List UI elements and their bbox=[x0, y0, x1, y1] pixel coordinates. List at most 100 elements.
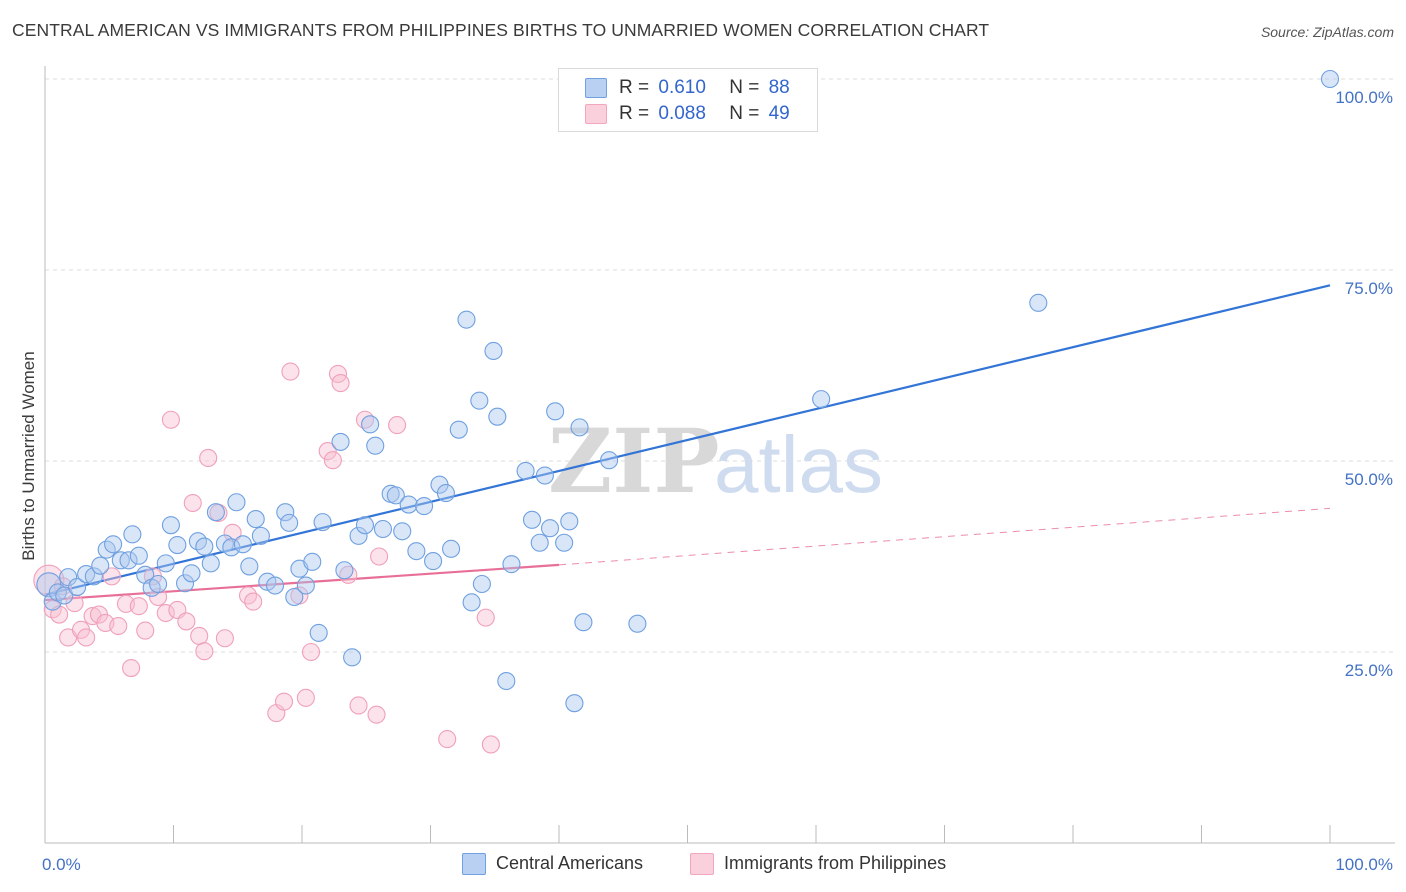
central-american-point bbox=[276, 503, 295, 522]
central-american-point bbox=[313, 513, 332, 532]
central-american-point bbox=[373, 519, 393, 539]
central-american-point bbox=[565, 694, 584, 713]
central-american-point bbox=[68, 578, 87, 597]
central-american-point bbox=[129, 546, 148, 565]
n-value-1: 88 bbox=[768, 77, 790, 98]
x-tick-label: 0.0% bbox=[42, 855, 81, 874]
central-american-point bbox=[812, 390, 831, 409]
n-label-1: N = bbox=[729, 77, 760, 98]
central-american-point bbox=[43, 592, 62, 611]
philippines-point bbox=[122, 658, 141, 678]
central-american-point bbox=[574, 613, 593, 632]
philippines-point bbox=[77, 628, 96, 647]
central-american-point bbox=[161, 516, 180, 535]
philippines-point bbox=[109, 616, 128, 636]
legend-label-central-americans: Central Americans bbox=[496, 853, 644, 873]
philippines-point bbox=[136, 621, 155, 640]
central-american-point bbox=[570, 418, 589, 437]
central-american-point bbox=[251, 526, 270, 545]
central-american-point bbox=[502, 555, 521, 574]
legend-label-philippines: Immigrants from Philippines bbox=[724, 853, 947, 873]
central-american-point bbox=[176, 574, 195, 593]
philippines-point bbox=[331, 374, 350, 393]
central-american-point bbox=[149, 574, 168, 594]
philippines-point bbox=[65, 594, 84, 613]
philippines-point bbox=[183, 493, 202, 513]
philippines-point bbox=[296, 688, 315, 707]
n-label-2: N = bbox=[729, 103, 760, 124]
philippines-point bbox=[177, 612, 196, 631]
philippines-point bbox=[190, 626, 209, 646]
central-american-point bbox=[393, 522, 412, 541]
watermark-atlas: atlas bbox=[714, 420, 883, 509]
watermark-zip: ZIP bbox=[548, 409, 720, 513]
philippines-point bbox=[33, 564, 65, 596]
chart-title: CENTRAL AMERICAN VS IMMIGRANTS FROM PHIL… bbox=[12, 20, 990, 40]
central-american-point bbox=[484, 341, 503, 361]
central-american-point bbox=[535, 466, 554, 485]
central-american-point bbox=[285, 587, 304, 607]
central-american-point bbox=[119, 551, 138, 570]
central-american-point bbox=[309, 623, 328, 642]
central-american-point bbox=[457, 310, 476, 329]
r-label-1: R = bbox=[619, 77, 650, 98]
central-american-point bbox=[366, 436, 385, 455]
trend-line-philippines-extension bbox=[558, 507, 1331, 566]
philippines-point bbox=[438, 730, 457, 749]
central-american-point bbox=[560, 512, 579, 531]
central-american-point bbox=[472, 574, 491, 594]
y-tick-label: 100.0% bbox=[1335, 88, 1393, 107]
central-american-point bbox=[424, 552, 443, 571]
source-label: Source: ZipAtlas.com bbox=[1260, 24, 1394, 40]
central-american-point bbox=[1029, 293, 1048, 312]
philippines-point bbox=[244, 592, 263, 611]
philippines-point bbox=[323, 451, 342, 470]
trend-line-philippines bbox=[44, 563, 560, 602]
watermark: ZIP atlas bbox=[548, 409, 883, 513]
central-american-point bbox=[436, 484, 455, 503]
philippines-point bbox=[161, 410, 180, 429]
r-label-2: R = bbox=[619, 103, 650, 124]
legend-swatch-blue bbox=[585, 78, 607, 98]
y-tick-label: 25.0% bbox=[1345, 661, 1393, 680]
philippines-point bbox=[195, 642, 214, 661]
central-american-point bbox=[156, 554, 175, 573]
r-value-1: 0.610 bbox=[658, 77, 706, 98]
central-american-point bbox=[546, 402, 565, 421]
philippines-point bbox=[149, 587, 168, 607]
central-american-point bbox=[331, 432, 350, 451]
central-american-point bbox=[201, 554, 220, 573]
r-value-2: 0.088 bbox=[658, 103, 706, 124]
central-american-point bbox=[84, 567, 103, 586]
legend-swatch-pink bbox=[585, 104, 607, 124]
central-american-point bbox=[168, 535, 187, 555]
central-american-point bbox=[522, 510, 542, 529]
philippines-point bbox=[481, 735, 500, 754]
central-american-point bbox=[195, 537, 214, 556]
central-american-point bbox=[1320, 69, 1340, 89]
central-american-point bbox=[497, 671, 516, 691]
central-american-point bbox=[233, 535, 252, 554]
central-american-point bbox=[246, 510, 265, 529]
philippines-point bbox=[102, 567, 121, 586]
central-american-point bbox=[91, 556, 110, 575]
philippines-point bbox=[318, 442, 337, 461]
central-american-point bbox=[349, 526, 368, 545]
central-american-points bbox=[36, 69, 1340, 713]
central-american-point bbox=[355, 516, 375, 535]
philippines-point bbox=[367, 705, 386, 724]
philippines-point bbox=[215, 629, 234, 648]
correlation-legend: R = 0.610 N = 88 R = 0.088 N = 49 bbox=[558, 68, 818, 132]
central-american-point bbox=[470, 391, 489, 410]
central-american-point bbox=[361, 415, 380, 434]
central-american-point bbox=[628, 614, 647, 633]
philippines-point bbox=[156, 603, 175, 623]
central-american-point bbox=[555, 533, 574, 552]
central-american-point bbox=[449, 420, 468, 439]
central-american-point bbox=[206, 503, 225, 522]
philippines-point bbox=[370, 547, 389, 566]
central-american-point bbox=[600, 451, 619, 470]
central-american-point bbox=[240, 557, 259, 576]
philippines-point bbox=[301, 642, 321, 662]
